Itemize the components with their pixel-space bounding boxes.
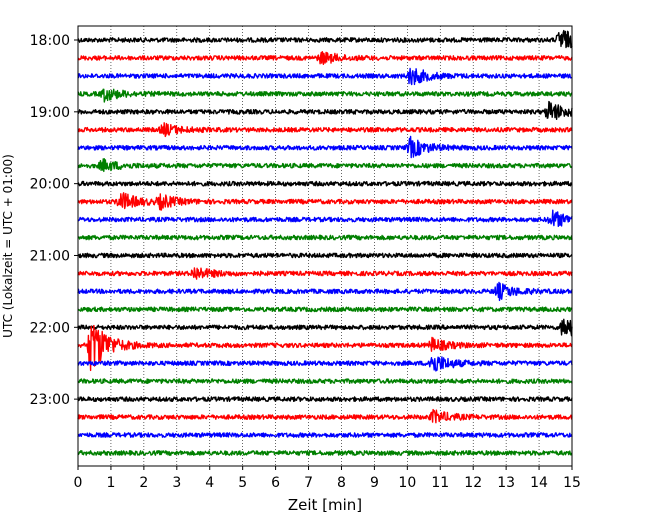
x-tick-label: 5 (238, 475, 247, 491)
trace-line (77, 324, 573, 372)
trace-line (77, 267, 573, 280)
trace-line (77, 51, 573, 65)
trace-line (77, 432, 573, 438)
y-axis-ticks: 18:00 19:00 20:00 21:00 22:00 23:00 (30, 33, 78, 408)
trace-line (77, 180, 573, 187)
trace-line (77, 135, 573, 159)
x-tick-label: 15 (563, 475, 581, 491)
trace-line (77, 306, 573, 313)
trace-line (77, 29, 573, 49)
trace-line (77, 356, 573, 372)
x-axis-label: Zeit [min] (288, 496, 362, 514)
trace-group (77, 29, 573, 456)
trace-line (77, 318, 573, 337)
trace-line (77, 100, 573, 120)
x-tick-label: 2 (139, 475, 148, 491)
x-tick-label: 10 (398, 475, 416, 491)
x-tick-label: 3 (172, 475, 181, 491)
trace-line (77, 234, 573, 241)
vertical-grid (110, 26, 540, 466)
trace-line (77, 450, 573, 456)
x-tick-label: 6 (271, 475, 280, 491)
trace-line (77, 396, 573, 402)
y-axis-label: UTC (Lokalzeit = UTC + 01:00) (1, 154, 15, 338)
trace-line (77, 67, 573, 86)
trace-line (77, 209, 573, 227)
y-tick-label: 20:00 (30, 177, 70, 193)
y-tick-label: 18:00 (30, 33, 70, 49)
x-tick-label: 14 (530, 475, 548, 491)
trace-line (77, 122, 573, 138)
plot-frame (77, 25, 573, 467)
trace-line (77, 252, 573, 259)
x-tick-label: 9 (370, 475, 379, 491)
trace-line (77, 378, 573, 385)
x-tick-label: 4 (205, 475, 214, 491)
y-tick-label: 21:00 (30, 248, 70, 264)
x-tick-label: 1 (106, 475, 115, 491)
y-tick-label: 19:00 (30, 105, 70, 121)
x-tick-label: 7 (304, 475, 313, 491)
x-tick-label: 0 (74, 475, 83, 491)
trace-line (77, 88, 573, 103)
trace-line (77, 408, 573, 424)
y-tick-label: 22:00 (30, 320, 70, 336)
trace-line (77, 281, 573, 302)
x-tick-label: 13 (497, 475, 515, 491)
x-tick-label: 12 (464, 475, 482, 491)
y-tick-label: 23:00 (30, 392, 70, 408)
trace-line (77, 158, 573, 173)
x-axis-ticks: 0 1 2 3 4 5 6 7 8 9 10 11 12 13 14 15 (74, 466, 581, 491)
x-tick-label: 8 (337, 475, 346, 491)
trace-line (77, 192, 573, 211)
x-tick-label: 11 (431, 475, 449, 491)
